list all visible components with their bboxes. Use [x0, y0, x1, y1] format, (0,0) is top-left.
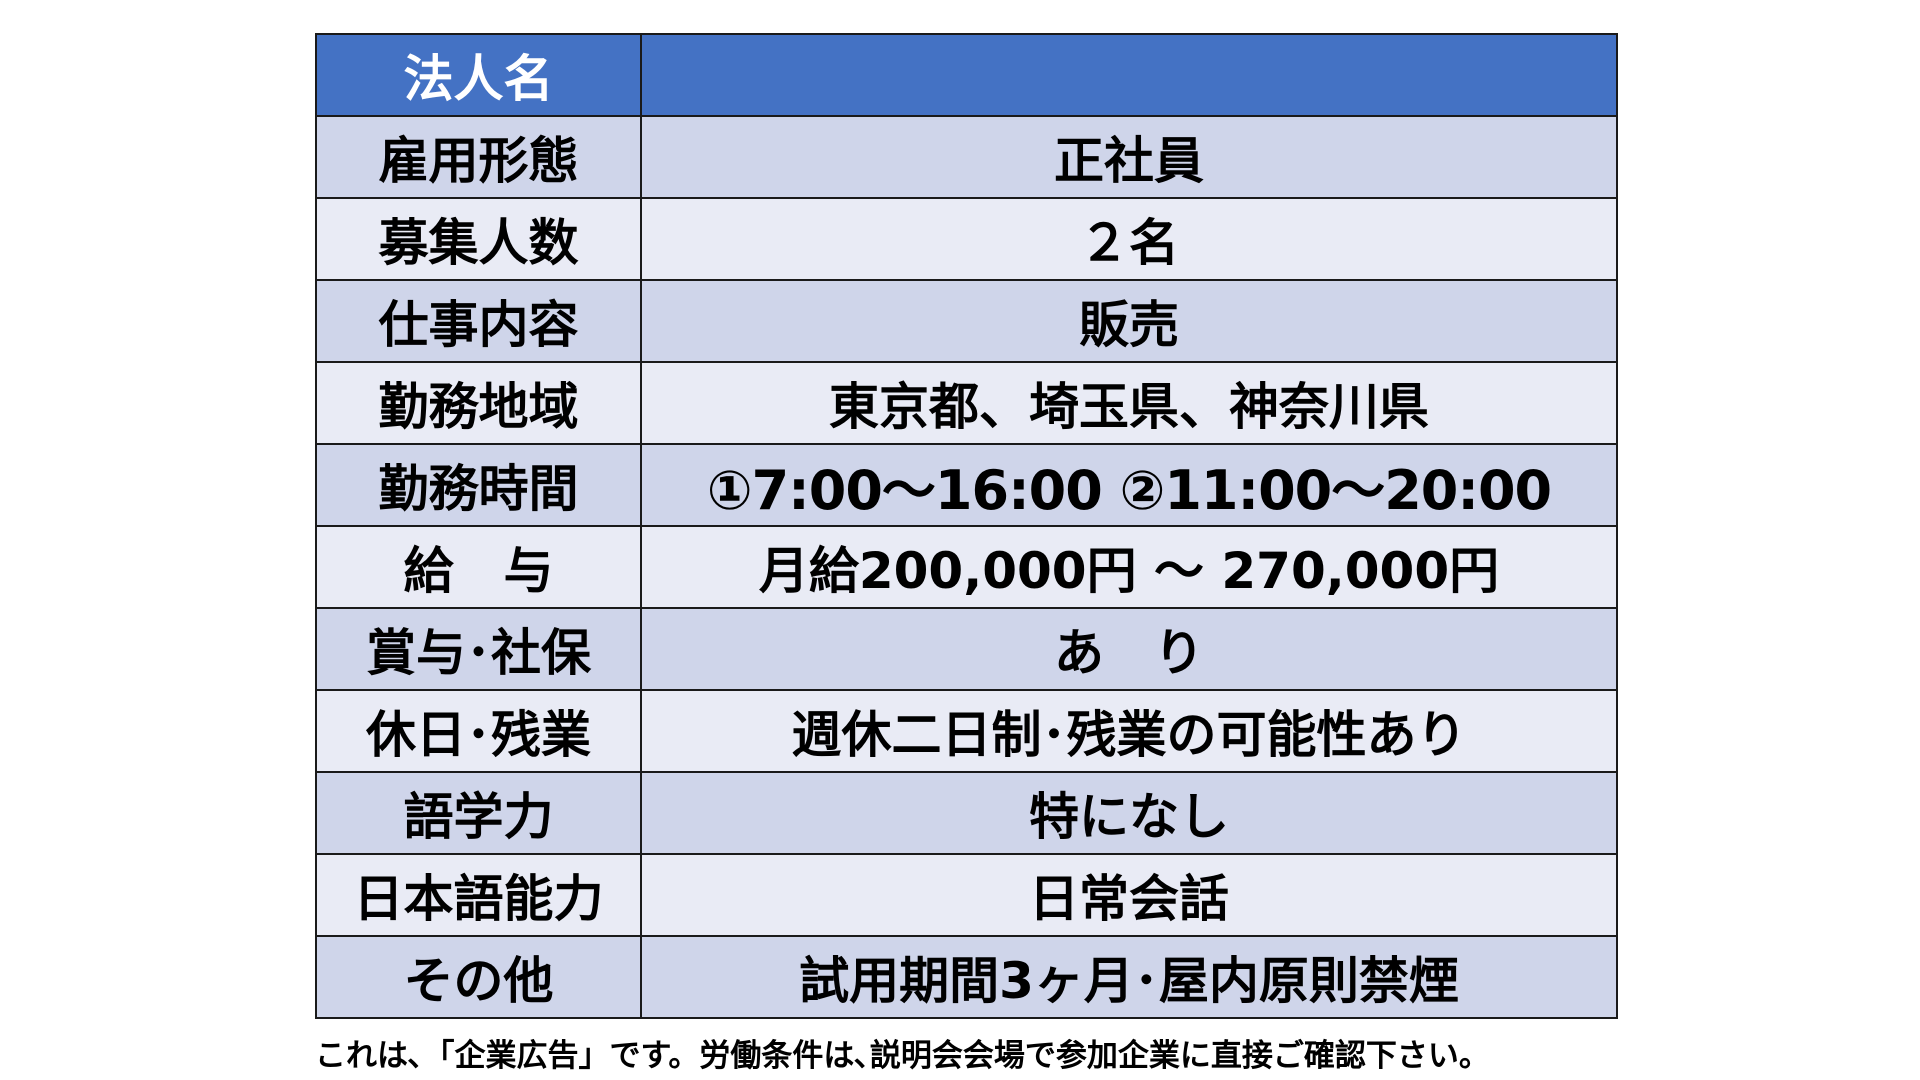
row-value: 販売 — [640, 279, 1618, 363]
row-value: ①7:00～16:00 ②11:00～20:00 — [640, 443, 1618, 527]
company-name-value — [640, 33, 1618, 117]
row-label: 仕事内容 — [315, 279, 642, 363]
table-row: 日本語能力 日常会話 — [315, 853, 1618, 937]
table-row: 募集人数 ２名 — [315, 197, 1618, 281]
row-label: 勤務地域 — [315, 361, 642, 445]
row-value: ２名 — [640, 197, 1618, 281]
table-row: 休日･残業 週休二日制･残業の可能性あり — [315, 689, 1618, 773]
table-row: 雇用形態 正社員 — [315, 115, 1618, 199]
row-value: 週休二日制･残業の可能性あり — [640, 689, 1618, 773]
disclaimer-note: これは､「企業広告」です。労働条件は､説明会会場で参加企業に直接ご確認下さい。 — [315, 1038, 1490, 1074]
row-label: 賞与･社保 — [315, 607, 642, 691]
company-name-label: 法人名 — [315, 33, 642, 117]
row-label: 語学力 — [315, 771, 642, 855]
table-row: その他 試用期間3ヶ月･屋内原則禁煙 — [315, 935, 1618, 1019]
table-header-row: 法人名 — [315, 33, 1618, 117]
row-label: その他 — [315, 935, 642, 1019]
row-value: 東京都、埼玉県、神奈川県 — [640, 361, 1618, 445]
table-row: 給 与月給200,000円 ～ 270,000円 — [315, 525, 1618, 609]
row-value: 試用期間3ヶ月･屋内原則禁煙 — [640, 935, 1618, 1019]
table-row: 仕事内容 販売 — [315, 279, 1618, 363]
job-info-table: 法人名 雇用形態 正社員 募集人数 ２名 仕事内容 販売 勤務地域 東京都、埼玉県、神奈… — [315, 33, 1618, 1019]
row-value: 月給200,000円 ～ 270,000円 — [640, 525, 1618, 609]
table-row: 勤務時間 ①7:00～16:00 ②11:00～20:00 — [315, 443, 1618, 527]
table-row: 賞与･社保あ り — [315, 607, 1618, 691]
row-label: 雇用形態 — [315, 115, 642, 199]
row-label: 日本語能力 — [315, 853, 642, 937]
row-label: 休日･残業 — [315, 689, 642, 773]
row-value: あ り — [640, 607, 1618, 691]
row-label: 募集人数 — [315, 197, 642, 281]
table-row: 語学力 特になし — [315, 771, 1618, 855]
row-label: 勤務時間 — [315, 443, 642, 527]
row-value: 正社員 — [640, 115, 1618, 199]
row-value: 日常会話 — [640, 853, 1618, 937]
row-label: 給 与 — [315, 525, 642, 609]
row-value: 特になし — [640, 771, 1618, 855]
table-row: 勤務地域 東京都、埼玉県、神奈川県 — [315, 361, 1618, 445]
